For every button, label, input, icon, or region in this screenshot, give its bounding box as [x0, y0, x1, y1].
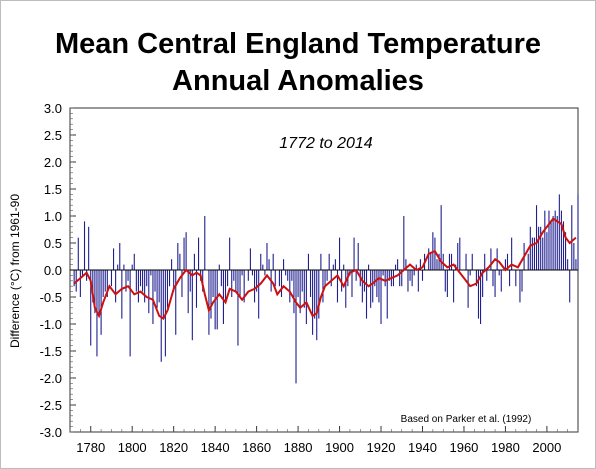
x-tick-label: 1780: [76, 440, 105, 455]
y-tick-label: -2.0: [40, 371, 62, 386]
period-annotation: 1772 to 2014: [279, 135, 373, 152]
y-axis: 3.0 2.5 2.0 1.5 1.0 0.5 0.0 -0.5 -1.0 -1.5 -2.0 -2.…: [40, 101, 76, 440]
x-tick-label: 1960: [449, 440, 478, 455]
x-axis: 1780 1800 1820 1840 1860 1880 1900 1920 1940 1960…: [69, 426, 579, 455]
x-tick-label: 1820: [159, 440, 188, 455]
y-tick-label: -0.5: [40, 290, 62, 305]
x-tick-label: 1840: [201, 440, 230, 455]
y-tick-label: 1.0: [44, 209, 62, 224]
y-tick-label: -2.5: [40, 398, 62, 413]
y-axis-label: Difference (°C) from 1961-90: [8, 194, 22, 348]
y-tick-label: 0.0: [44, 263, 62, 278]
y-tick-label: -1.5: [40, 344, 62, 359]
y-tick-label: -1.0: [40, 317, 62, 332]
source-credit: Based on Parker et al. (1992): [401, 414, 532, 425]
y-tick-label: 3.0: [44, 101, 62, 116]
x-tick-label: 1980: [491, 440, 520, 455]
chart-title: Mean Central England Temperature: [54, 28, 542, 60]
x-tick-label: 1880: [284, 440, 313, 455]
x-tick-label: 1800: [118, 440, 147, 455]
x-tick-label: 1900: [325, 440, 354, 455]
x-tick-label: 2000: [532, 440, 561, 455]
y-tick-label: 2.0: [44, 155, 62, 170]
y-tick-label: 0.5: [44, 236, 62, 251]
x-tick-label: 1940: [408, 440, 437, 455]
smoothed-trend-line: [73, 217, 577, 321]
y-tick-label: -3.0: [40, 425, 62, 440]
anomaly-bars: [73, 194, 579, 384]
y-tick-label: 1.5: [44, 182, 62, 197]
chart-subtitle: Annual Anomalies: [172, 65, 424, 97]
x-tick-label: 1920: [367, 440, 396, 455]
y-tick-label: 2.5: [44, 128, 62, 143]
x-tick-label: 1860: [242, 440, 271, 455]
